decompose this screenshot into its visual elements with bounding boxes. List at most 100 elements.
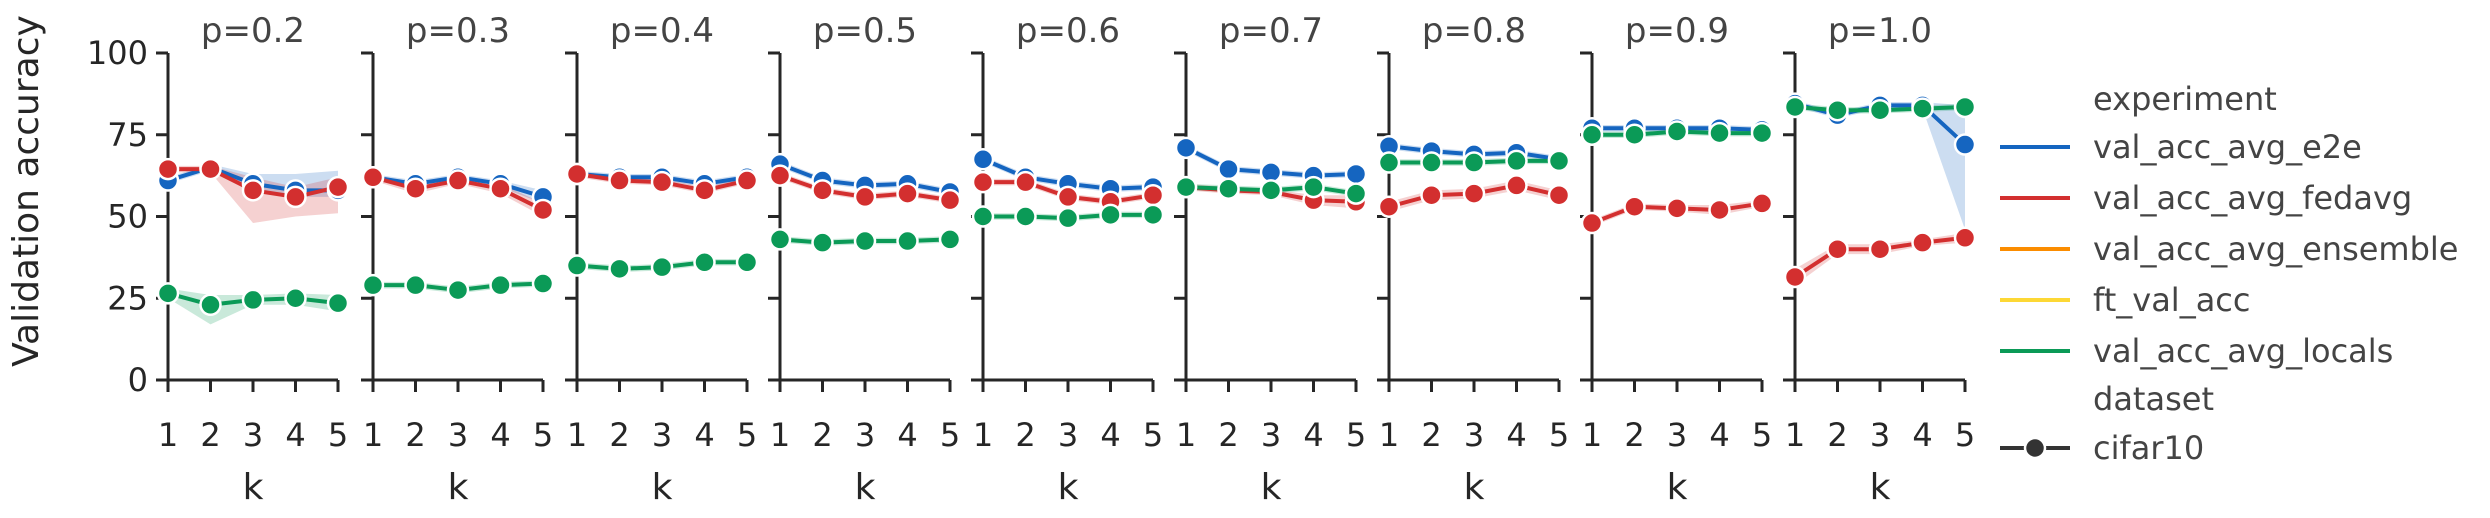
data-point-val_acc_avg_locals [768, 228, 792, 251]
data-point-val_acc_avg_locals [608, 257, 631, 281]
data-point-val_acc_avg_fedavg [1868, 237, 1892, 261]
data-point-val_acc_avg_locals [531, 272, 555, 295]
data-point-val_acc_avg_locals [1953, 95, 1977, 119]
data-point-val_acc_avg_fedavg [199, 157, 222, 181]
data-point-val_acc_avg_locals [446, 278, 470, 302]
data-point-val_acc_avg_locals [1259, 179, 1283, 202]
x-tick-label: 2 [1421, 416, 1441, 454]
data-point-val_acc_avg_fedavg [1014, 170, 1037, 194]
confidence-band-val_acc_avg_e2e [1795, 100, 1965, 230]
panel-0: p=0.2 0 25 50 75 100 1 2 3 4 5 k [87, 11, 350, 508]
x-tick-label: 1 [158, 416, 178, 454]
data-point-val_acc_avg_e2e [1174, 136, 1198, 160]
panel-title: p=0.8 [1422, 11, 1526, 51]
data-point-val_acc_avg_locals [1826, 98, 1849, 122]
x-tick-label: 4 [897, 416, 917, 454]
x-tick-label: 4 [1912, 416, 1932, 454]
data-point-val_acc_avg_locals [938, 228, 962, 251]
data-point-val_acc_avg_fedavg [650, 170, 674, 194]
x-tick-label: 5 [940, 416, 960, 454]
x-tick-label: 3 [243, 416, 263, 454]
y-tick-label: 100 [87, 34, 148, 72]
x-tick-label: 1 [363, 416, 383, 454]
x-tick-label: 3 [652, 416, 672, 454]
legend-entry-ft_val_acc: ft_val_acc [2093, 281, 2250, 319]
data-point-val_acc_avg_locals [1217, 177, 1240, 200]
panel-7: p=0.9 1 2 3 4 5 k [1580, 11, 1774, 508]
data-point-val_acc_avg_locals [853, 229, 877, 253]
data-point-val_acc_avg_fedavg [1141, 183, 1165, 207]
data-point-val_acc_avg_fedavg [1420, 183, 1443, 207]
data-point-val_acc_avg_locals [1783, 95, 1807, 119]
x-tick-label: 4 [1100, 416, 1120, 454]
x-tick-label: 3 [1667, 416, 1687, 454]
x-tick-label: 5 [328, 416, 348, 454]
x-tick-label: 4 [1709, 416, 1729, 454]
data-point-val_acc_avg_fedavg [693, 179, 716, 202]
x-tick-label: 2 [200, 416, 220, 454]
data-point-val_acc_avg_locals [735, 251, 759, 274]
data-point-val_acc_avg_e2e [1217, 157, 1240, 181]
data-point-val_acc_avg_locals [650, 255, 674, 279]
data-point-val_acc_avg_locals [1420, 151, 1443, 174]
data-point-val_acc_avg_locals [1141, 203, 1165, 227]
data-point-val_acc_avg_locals [1547, 149, 1571, 173]
x-axis-label: k [1667, 467, 1688, 508]
x-axis-label: k [652, 467, 673, 508]
x-tick-label: 3 [448, 416, 468, 454]
x-tick-label: 1 [973, 416, 993, 454]
x-tick-label: 3 [1870, 416, 1890, 454]
data-point-val_acc_avg_fedavg [1911, 231, 1934, 254]
data-point-val_acc_avg_locals [361, 273, 385, 297]
data-point-val_acc_avg_fedavg [1056, 185, 1080, 209]
panel-title: p=0.5 [813, 11, 917, 51]
data-point-val_acc_avg_locals [1580, 123, 1604, 146]
data-point-val_acc_avg_locals [1099, 203, 1122, 227]
x-tick-label: 2 [1015, 416, 1035, 454]
data-point-val_acc_avg_fedavg [938, 188, 962, 212]
data-point-val_acc_avg_locals [1750, 121, 1774, 145]
x-tick-label: 3 [1464, 416, 1484, 454]
data-point-val_acc_avg_fedavg [1505, 174, 1528, 197]
data-point-val_acc_avg_fedavg [1826, 237, 1849, 261]
data-point-val_acc_avg_fedavg [1783, 265, 1807, 289]
data-point-val_acc_avg_fedavg [853, 185, 877, 209]
panel-8: p=1.0 1 2 3 4 5 k [1783, 11, 1977, 508]
data-point-val_acc_avg_fedavg [608, 169, 631, 192]
y-tick-label: 50 [107, 198, 148, 236]
data-point-val_acc_avg_locals [1505, 149, 1528, 173]
x-tick-label: 4 [1506, 416, 1526, 454]
data-point-val_acc_avg_locals [1377, 151, 1401, 174]
x-tick-label: 2 [405, 416, 425, 454]
panel-title: p=1.0 [1828, 11, 1932, 51]
x-axis-label: k [1464, 467, 1485, 508]
data-point-val_acc_avg_locals [693, 251, 716, 274]
data-point-val_acc_avg_locals [156, 282, 180, 305]
data-point-val_acc_avg_fedavg [1623, 195, 1646, 218]
data-point-val_acc_avg_fedavg [1462, 182, 1486, 205]
x-tick-label: 2 [1624, 416, 1644, 454]
panel-2: p=0.4 1 2 3 4 5 k [565, 11, 759, 508]
x-axis-label: k [1058, 467, 1079, 508]
panel-title: p=0.6 [1016, 11, 1120, 51]
data-point-val_acc_avg_fedavg [971, 170, 995, 194]
legend-style-entry: cifar10 [2093, 429, 2204, 467]
x-tick-label: 1 [1582, 416, 1602, 454]
data-point-val_acc_avg_fedavg [768, 164, 792, 187]
x-tick-label: 5 [737, 416, 757, 454]
panel-3: p=0.5 1 2 3 4 5 k [768, 11, 962, 508]
data-point-val_acc_avg_fedavg [1665, 197, 1689, 220]
x-tick-label: 2 [1827, 416, 1847, 454]
legend-entry-val_acc_avg_locals: val_acc_avg_locals [2093, 332, 2393, 370]
y-tick-label: 0 [128, 361, 148, 399]
legend-entry-val_acc_avg_e2e: val_acc_avg_e2e [2093, 128, 2362, 166]
y-axis-label: Validation accuracy [6, 15, 47, 367]
data-point-val_acc_avg_fedavg [1580, 211, 1604, 235]
data-point-val_acc_avg_e2e [1953, 133, 1977, 156]
x-tick-label: 4 [1303, 416, 1323, 454]
x-tick-label: 3 [855, 416, 875, 454]
data-point-val_acc_avg_locals [241, 288, 265, 312]
x-tick-label: 3 [1261, 416, 1281, 454]
